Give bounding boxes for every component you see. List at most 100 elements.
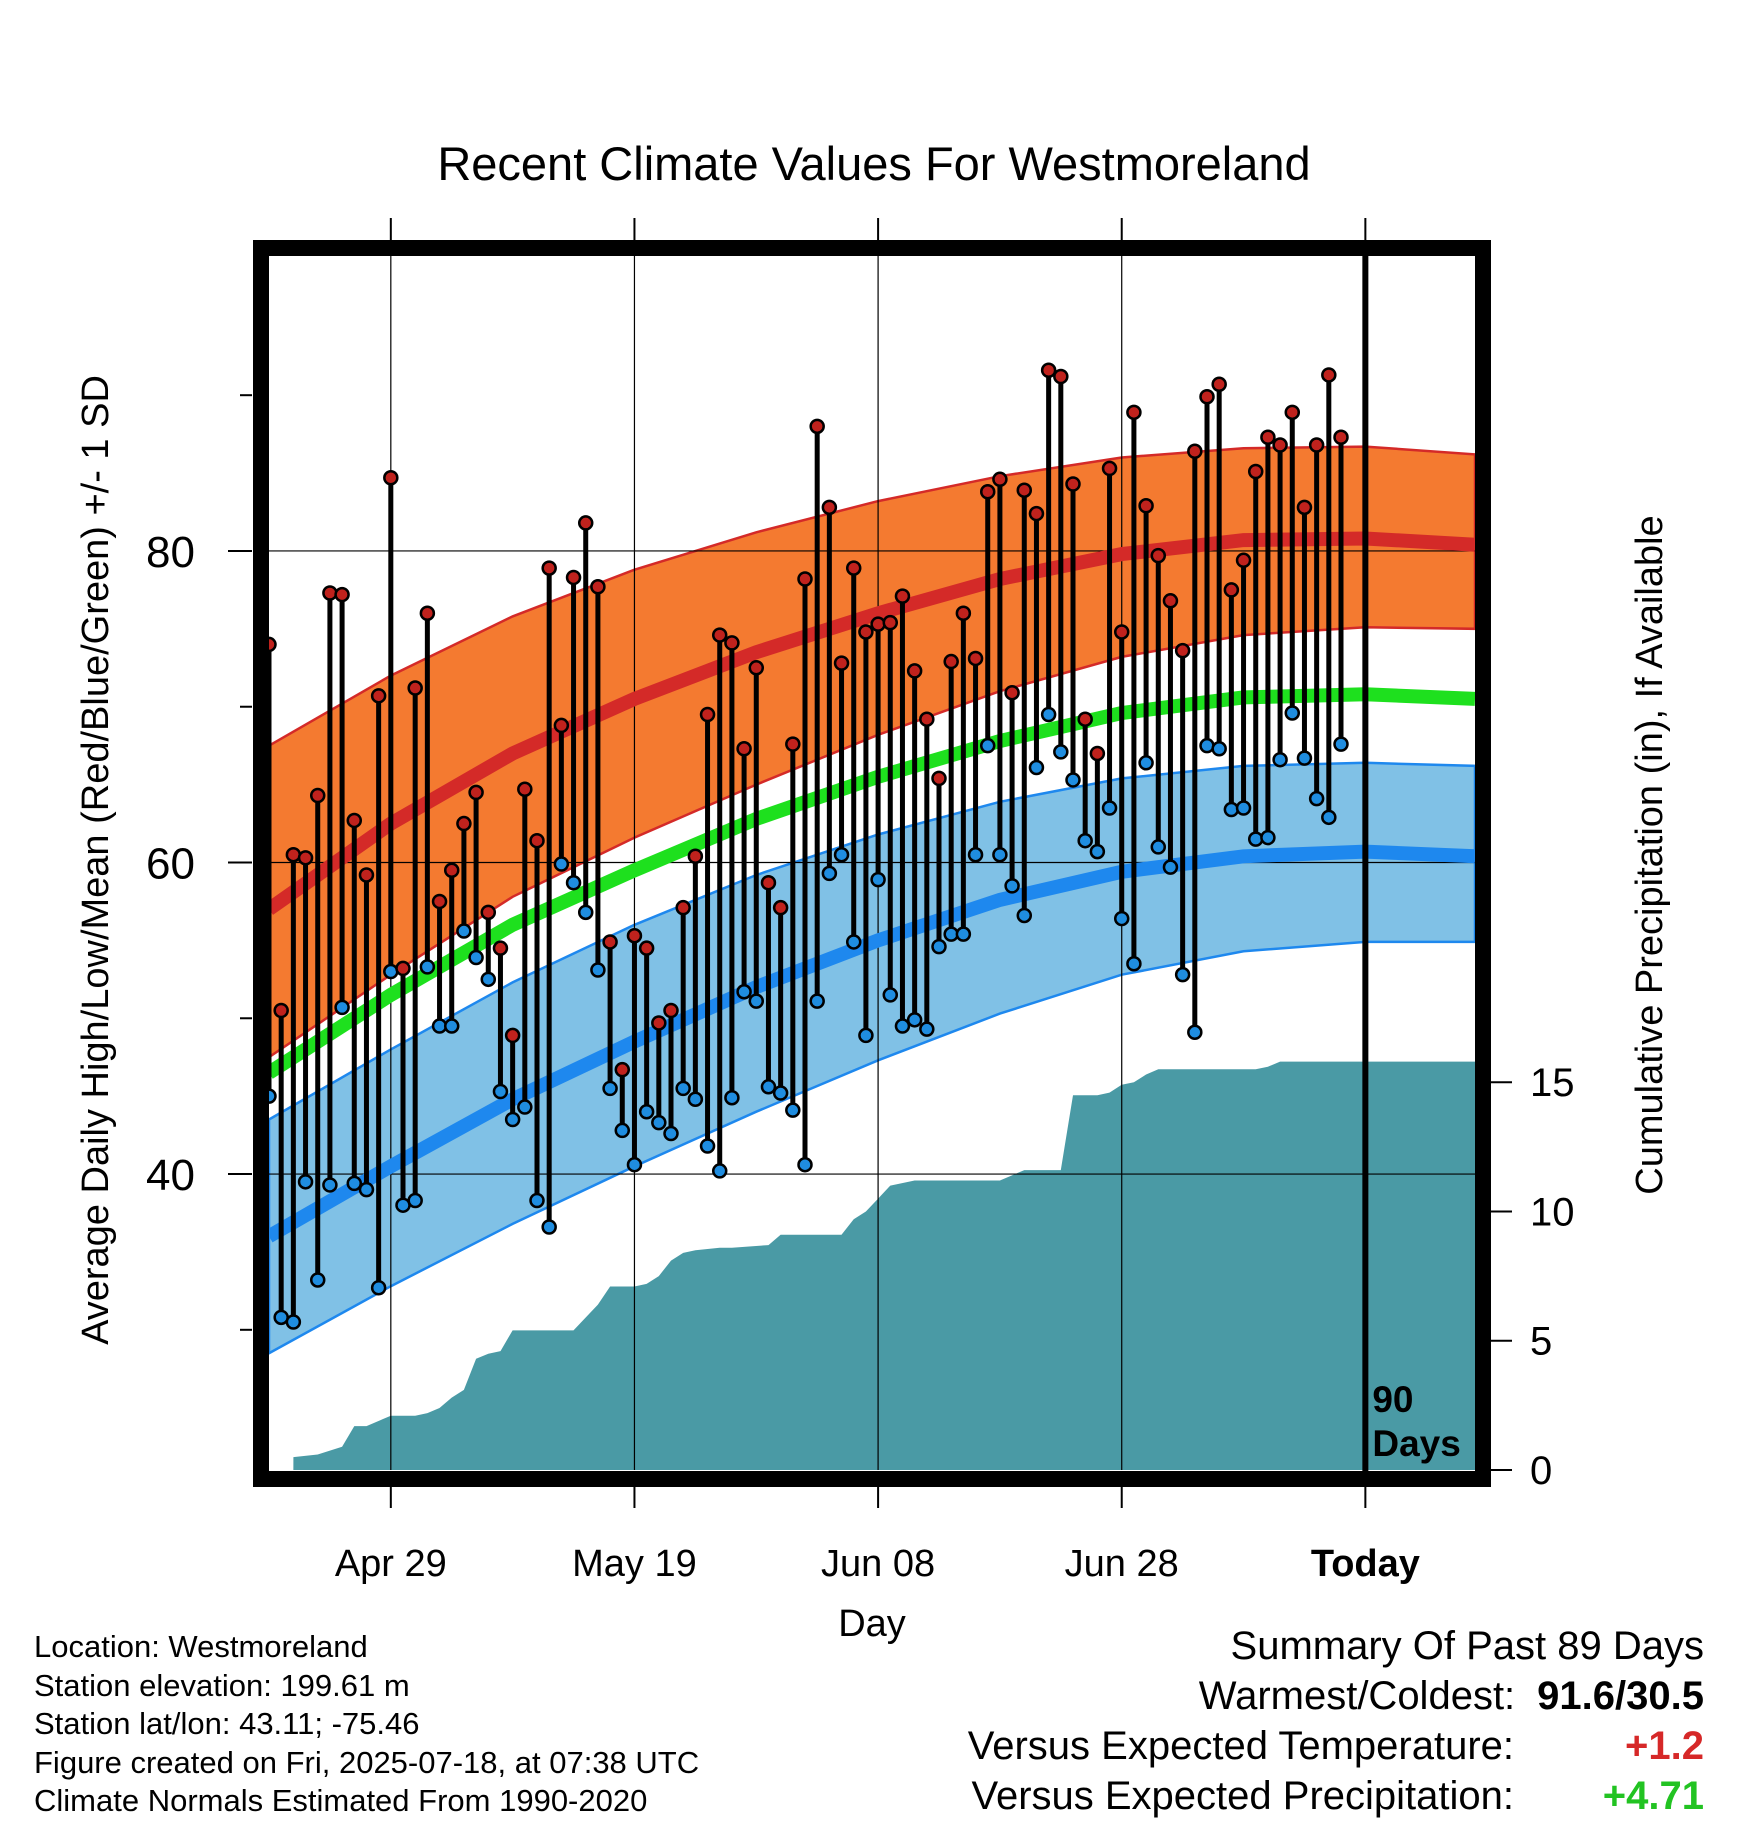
daily-low-point (1150, 839, 1167, 855)
daily-low-point (517, 1099, 533, 1115)
daily-high-point (565, 569, 582, 586)
daily-low-point (1296, 750, 1313, 766)
daily-high-point (273, 1002, 289, 1019)
daily-high-point (1187, 443, 1203, 460)
daily-low-point (870, 871, 886, 888)
chart-title: Recent Climate Values For Westmoreland (437, 137, 1310, 190)
daily-high-point (748, 660, 765, 676)
daily-high-point (833, 655, 850, 671)
x-tick-label: May 19 (572, 1543, 697, 1585)
daily-high-point (967, 650, 984, 667)
daily-low-point (882, 987, 899, 1003)
daily-high-point (517, 781, 533, 798)
daily-low-point (443, 1018, 460, 1034)
daily-high-point (663, 1002, 679, 1019)
daily-low-point (906, 1012, 923, 1028)
daily-high-point (456, 815, 472, 832)
daily-low-point (370, 1280, 387, 1296)
daily-low-point (1211, 741, 1227, 757)
station-info: Location: Westmoreland Station elevation… (34, 1628, 699, 1821)
daily-high-point (1296, 499, 1313, 516)
daily-high-point (334, 586, 350, 603)
daily-high-point (858, 624, 874, 640)
daily-high-point (1016, 482, 1033, 498)
daily-low-point (614, 1122, 631, 1139)
daily-low-point (577, 904, 594, 921)
daily-high-point (785, 736, 801, 752)
daily-low-point (456, 923, 472, 939)
daily-low-point (553, 856, 570, 872)
x-tick-label: Jun 28 (1065, 1543, 1179, 1585)
y2-tick-label: 0 (1530, 1449, 1552, 1493)
daily-low-point (845, 934, 862, 950)
daily-high-point (504, 1027, 521, 1044)
daily-low-point (309, 1272, 326, 1288)
daily-high-point (931, 770, 947, 787)
daily-high-point (919, 711, 935, 727)
daily-high-point (443, 862, 460, 879)
x-axis-label: Day (838, 1603, 906, 1645)
axes: Apr 29 May 19 Jun 08 Jun 28 Today 40 60 80 0 5 10 1… (146, 218, 1575, 1585)
daily-high-point (395, 960, 411, 977)
y2-tick-label: 10 (1530, 1190, 1575, 1234)
daily-low-point (1321, 809, 1337, 826)
daily-high-point (845, 560, 862, 576)
daily-low-point (687, 1091, 704, 1108)
daily-low-point (1089, 843, 1106, 860)
daily-low-point (1138, 755, 1154, 771)
daily-high-point (419, 605, 436, 622)
location-text: Location: Westmoreland (34, 1629, 368, 1664)
daily-low-point (1174, 966, 1191, 983)
daily-high-point (1089, 745, 1106, 762)
daily-low-point (1053, 744, 1069, 760)
daily-high-point (1260, 429, 1276, 445)
daily-high-point (882, 614, 899, 631)
daily-high-point (370, 688, 387, 704)
daily-low-point (919, 1021, 935, 1037)
daily-low-point (285, 1314, 302, 1330)
y-axis-label: Average Daily High/Low/Mean (Red/Blue/Gr… (75, 375, 117, 1345)
daily-low-point (858, 1027, 874, 1044)
daily-high-point (626, 927, 643, 944)
daily-high-point (1247, 463, 1264, 480)
daily-low-point (1028, 759, 1045, 776)
daily-low-point (638, 1103, 655, 1120)
daily-low-point (480, 971, 497, 988)
daily-low-point (1065, 772, 1081, 788)
daily-high-point (383, 470, 399, 486)
daily-low-point (1040, 706, 1057, 723)
daily-high-point (309, 787, 326, 804)
daily-high-point (699, 706, 716, 723)
daily-low-point (979, 737, 996, 754)
y2-tick-label: 5 (1530, 1320, 1552, 1364)
daily-high-point (821, 499, 838, 516)
daily-high-point (955, 605, 972, 622)
daily-high-point (760, 875, 777, 891)
daily-low-point (675, 1080, 691, 1097)
daily-low-point (955, 926, 972, 942)
daily-high-point (541, 560, 557, 576)
daily-low-point (334, 999, 350, 1016)
precip-diff-label: Versus Expected Precipitation: (971, 1774, 1514, 1818)
precip-diff-value: +4.71 (1602, 1774, 1704, 1818)
daily-low-point (711, 1163, 728, 1179)
daily-high-point (772, 899, 789, 916)
daily-high-point (1126, 404, 1142, 421)
daily-low-point (1077, 832, 1093, 849)
daily-low-point (322, 1177, 338, 1193)
daily-high-point (724, 635, 740, 651)
daily-high-point (894, 588, 911, 604)
daily-high-point (529, 832, 545, 849)
daily-low-point (748, 993, 765, 1009)
daily-low-point (407, 1192, 423, 1209)
low-normal-line (265, 844, 1476, 1243)
daily-low-point (383, 963, 399, 980)
y2-axis-label: Cumulative Precipitation (in), If Availa… (1629, 515, 1671, 1194)
daily-low-point (590, 962, 606, 978)
y-tick-label: 80 (146, 528, 195, 577)
daily-low-point (894, 1018, 911, 1034)
daily-high-point (468, 784, 484, 801)
daily-high-point (1162, 593, 1179, 609)
today-days-label: Days (1372, 1423, 1460, 1464)
